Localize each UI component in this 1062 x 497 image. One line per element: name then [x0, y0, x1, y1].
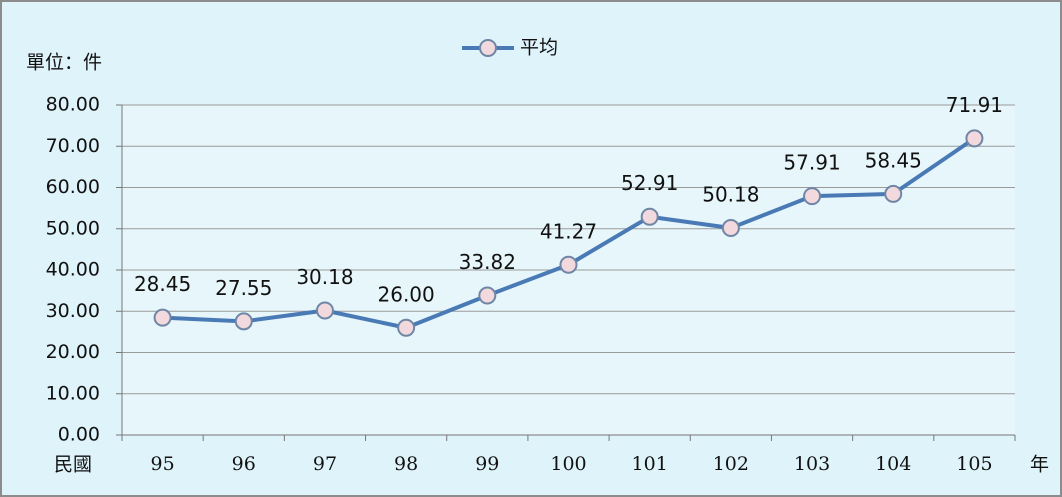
marker: [803, 187, 822, 206]
marker: [640, 207, 659, 226]
x-tick-label: 105: [956, 453, 992, 475]
x-axis-label-left: 民國: [54, 454, 92, 476]
data-label: 57.91: [783, 151, 840, 175]
x-tick-label: 103: [794, 453, 830, 475]
marker: [478, 286, 497, 305]
x-tick-label: 99: [475, 453, 499, 475]
y-tick-label: 0.00: [58, 424, 100, 446]
data-label: 50.18: [702, 183, 759, 207]
x-axis-label-right: 年: [1030, 454, 1049, 476]
data-label: 33.82: [459, 250, 516, 274]
x-tick-label: 98: [394, 453, 418, 475]
y-tick-label: 40.00: [46, 259, 100, 281]
y-tick-label: 80.00: [46, 94, 100, 116]
x-tick-label: 95: [150, 453, 174, 475]
x-tick-label: 102: [713, 453, 749, 475]
x-tick-label: 97: [313, 453, 337, 475]
marker: [397, 318, 416, 337]
data-label: 28.45: [134, 272, 191, 296]
marker: [721, 219, 740, 238]
x-tick-label: 104: [875, 453, 911, 475]
y-tick-label: 10.00: [46, 382, 100, 404]
marker: [884, 184, 903, 203]
y-tick-label: 70.00: [46, 135, 100, 157]
data-label: 26.00: [378, 282, 435, 306]
y-tick-label: 60.00: [46, 176, 100, 198]
data-label: 71.91: [946, 93, 1003, 117]
y-tick-label: 50.00: [46, 217, 100, 239]
unit-label: 單位：件: [26, 52, 102, 74]
legend-marker: [479, 39, 497, 57]
x-tick-label: 100: [550, 453, 586, 475]
marker: [234, 312, 253, 331]
y-tick-label: 30.00: [46, 300, 100, 322]
data-label: 58.45: [865, 148, 922, 172]
marker: [153, 308, 172, 327]
marker: [315, 301, 334, 320]
x-tick-label: 101: [632, 453, 668, 475]
marker: [559, 255, 578, 274]
data-label: 52.91: [621, 171, 678, 195]
data-label: 41.27: [540, 219, 597, 243]
data-label: 30.18: [296, 265, 353, 289]
data-label: 27.55: [215, 276, 272, 300]
y-tick-label: 20.00: [46, 341, 100, 363]
marker: [965, 129, 984, 148]
legend-label: 平均: [520, 37, 558, 59]
x-tick-label: 96: [232, 453, 256, 475]
